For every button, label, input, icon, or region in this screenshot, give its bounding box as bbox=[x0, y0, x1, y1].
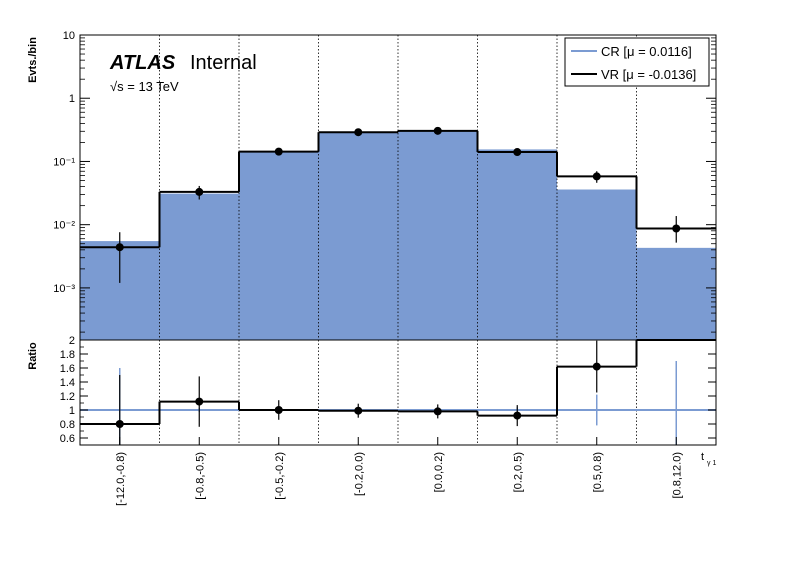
ratio-y-axis-title: Ratio bbox=[27, 342, 39, 370]
vr-point bbox=[354, 128, 363, 137]
vr-point bbox=[195, 187, 204, 196]
ratio-panel-grid bbox=[159, 340, 637, 445]
ratio-y-tick-label: 1.8 bbox=[60, 349, 75, 361]
vr-point bbox=[672, 224, 681, 233]
x-category-label: [-12.0,-0.8) bbox=[115, 452, 127, 506]
atlas-label: ATLAS bbox=[109, 52, 176, 74]
legend-vr-label: VR [μ = -0.0136] bbox=[601, 67, 696, 82]
cr-bar bbox=[398, 130, 478, 340]
x-category-label: [0.8,12.0) bbox=[671, 452, 683, 498]
ratio-y-tick-label: 1 bbox=[69, 405, 75, 417]
x-axis-title: t bbox=[701, 451, 704, 463]
energy-label: √s = 13 TeV bbox=[110, 79, 179, 94]
cr-bar bbox=[318, 132, 398, 340]
vr-ratio-point bbox=[195, 397, 204, 406]
y-tick-label: 10 bbox=[63, 30, 75, 42]
legend-cr-label: CR [μ = 0.0116] bbox=[601, 44, 692, 59]
x-category-label: [0.2,0.5) bbox=[512, 452, 524, 492]
ratio-panel-vr-series bbox=[80, 339, 716, 445]
vr-ratio-point bbox=[274, 406, 283, 414]
x-category-label: [0.5,0.8) bbox=[592, 452, 604, 492]
vr-point bbox=[592, 172, 601, 181]
cr-bar bbox=[557, 189, 637, 340]
cr-bar bbox=[636, 247, 716, 340]
x-category-label: [-0.8,-0.5) bbox=[194, 452, 206, 500]
x-category-label: [0.0,0.2) bbox=[433, 452, 445, 492]
ratio-frame bbox=[79, 339, 717, 446]
ratio-y-tick-label: 1.6 bbox=[60, 363, 75, 375]
x-axis-title-subscript: γ 1 bbox=[707, 460, 716, 467]
cr-bar bbox=[477, 149, 557, 340]
main-panel-cr-fill bbox=[80, 130, 716, 340]
ratio-y-tick-label: 1.2 bbox=[60, 391, 75, 403]
vr-point bbox=[433, 126, 442, 135]
vr-ratio-point bbox=[513, 411, 522, 420]
ratio-panel-axes: 2 1.8 1.6 1.4 1.2 1 0.8 0.6 bbox=[60, 335, 717, 446]
legend: CR [μ = 0.0116] VR [μ = -0.0136] bbox=[564, 37, 710, 87]
main-y-axis-title: Evts./bin bbox=[27, 37, 39, 83]
y-tick-label: 10⁻² bbox=[53, 220, 75, 232]
legend-box bbox=[564, 37, 710, 87]
x-category-label: [-0.5,-0.2) bbox=[274, 452, 286, 500]
internal-label: Internal bbox=[190, 52, 257, 74]
ratio-y-tick-label: 0.6 bbox=[60, 433, 75, 445]
x-category-labels: [-12.0,-0.8) [-0.8,-0.5) [-0.5,-0.2) [-0.2,… bbox=[115, 452, 684, 506]
cr-bar bbox=[159, 193, 239, 340]
ratio-y-tick-label: 1.4 bbox=[60, 377, 75, 389]
vr-point bbox=[274, 147, 283, 156]
vr-ratio-point bbox=[354, 406, 363, 415]
vr-ratio-point bbox=[592, 362, 601, 371]
y-tick-label: 10⁻¹ bbox=[53, 156, 75, 168]
vr-point bbox=[115, 243, 124, 252]
ratio-y-tick-label: 0.8 bbox=[60, 419, 75, 431]
x-category-label: [-0.2,0.0) bbox=[353, 452, 365, 496]
main-panel-vr-series bbox=[80, 126, 716, 283]
vr-ratio-point bbox=[433, 407, 442, 416]
main-panel-axes: 10 1 10⁻¹ 10⁻² 10⁻³ bbox=[53, 30, 717, 341]
vr-ratio-point bbox=[115, 420, 124, 428]
vr-point bbox=[513, 148, 522, 157]
y-tick-label: 10⁻³ bbox=[53, 283, 75, 295]
y-tick-label: 1 bbox=[69, 93, 75, 105]
ratio-y-tick-label: 2 bbox=[69, 335, 75, 347]
cr-bar bbox=[239, 151, 319, 340]
